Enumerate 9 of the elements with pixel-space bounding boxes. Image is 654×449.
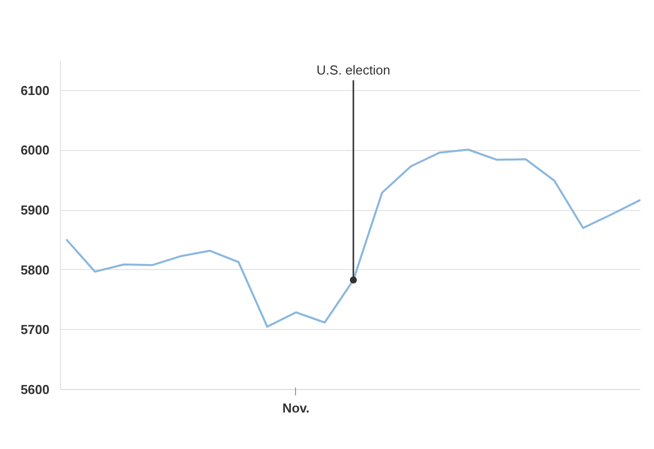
x-tick-label: Nov.	[282, 400, 310, 416]
y-tick-label: 6000	[20, 142, 50, 158]
y-tick-label: 5600	[20, 382, 50, 397]
y-tick-label: 5900	[20, 202, 50, 218]
y-tick-label: 5700	[20, 322, 50, 338]
y-tick-label: 6100	[20, 82, 50, 98]
annotation: U.S. election	[316, 62, 390, 78]
y-tick-label: 5800	[20, 262, 50, 278]
line-series	[65, 148, 640, 328]
